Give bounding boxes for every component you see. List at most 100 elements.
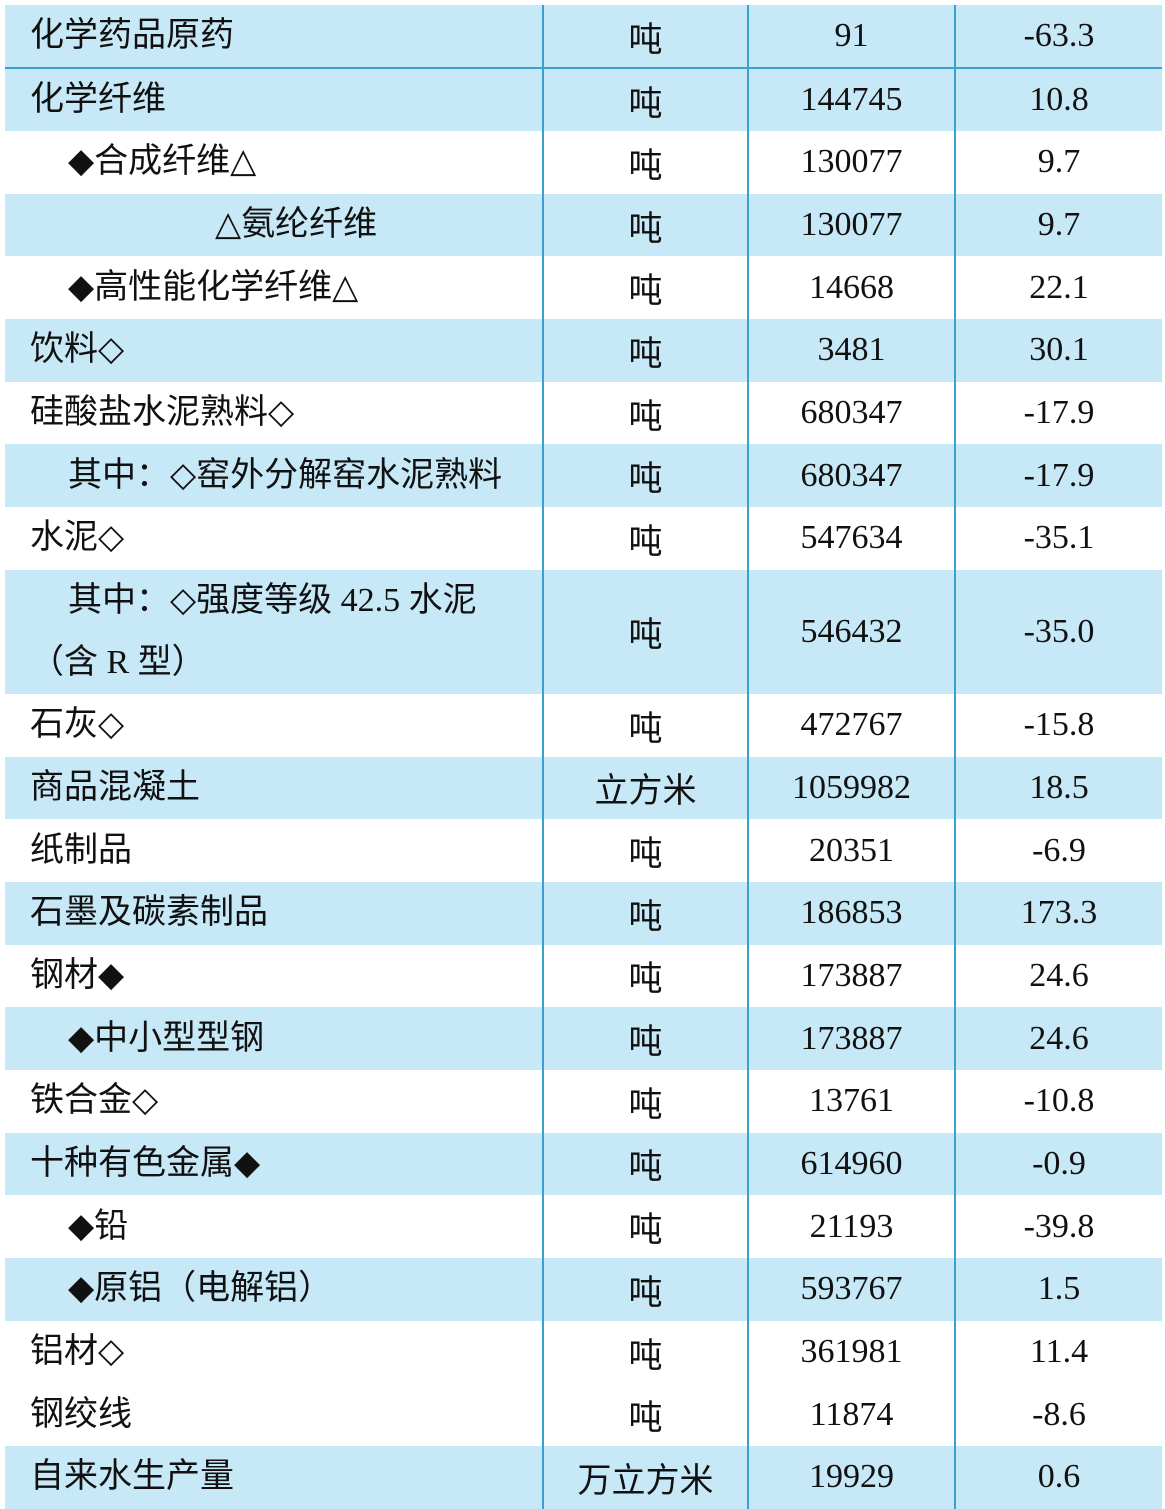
item-name: 纸制品 (30, 831, 132, 869)
unit: 吨 (542, 67, 748, 131)
output: 546432 (747, 569, 955, 694)
unit: 吨 (542, 693, 748, 757)
growth: -17.9 (954, 444, 1162, 508)
output: 21193 (747, 1195, 955, 1258)
item-name: ◆铅 (68, 1207, 129, 1245)
output: 130077 (747, 193, 955, 257)
output: 680347 (747, 381, 955, 445)
item-name: ◆中小型型钢 (5, 1007, 543, 1070)
unit: 吨 (542, 507, 748, 570)
growth: -6.9 (954, 819, 1162, 882)
output: 3481 (747, 319, 955, 382)
table-row: ◆原铝（电解铝）吨 593767 1.5 (5, 1258, 1162, 1321)
table-row: ◆铅 吨 21193 -39.8 (5, 1195, 1162, 1258)
growth: 24.6 (954, 1007, 1162, 1070)
growth: 173.3 (954, 881, 1162, 945)
growth: 11.4 (954, 1320, 1162, 1384)
item-name: 石灰◇ (30, 706, 125, 744)
item-name: ◆原铝（电解铝） (5, 1258, 543, 1321)
growth: -39.8 (954, 1195, 1162, 1258)
output: 680347 (747, 444, 955, 508)
table-row: 铝材◇ 吨 361981 11.4 (5, 1320, 1162, 1384)
table-row: ◆中小型型钢吨 173887 24.6 (5, 1007, 1162, 1070)
table-row: 硅酸盐水泥熟料◇ 吨 680347 -17.9 (5, 381, 1162, 445)
growth: 9.7 (954, 131, 1162, 194)
table-row: 十种有色金属◆ 吨 614960 -0.9 (5, 1132, 1162, 1196)
table-row: ◆合成纤维△ 吨 130077 9.7 (5, 131, 1162, 194)
item-name: 水泥◇ (30, 519, 125, 557)
item-name: ◆高性能化学纤维△ (68, 268, 359, 306)
growth: -35.0 (954, 569, 1162, 694)
item-name: 钢绞线 (30, 1395, 132, 1433)
unit: 吨 (542, 193, 748, 257)
output: 593767 (747, 1258, 955, 1321)
output: 1059982 (747, 756, 955, 820)
table-row: 纸制品 吨 20351 -6.9 (5, 819, 1162, 882)
growth: 0.6 (954, 1446, 1162, 1509)
growth: -35.1 (954, 507, 1162, 570)
item-name: 其中：◇窑外分解窑水泥熟料 (5, 444, 543, 508)
unit: 吨 (542, 1007, 748, 1070)
unit: 吨 (542, 1320, 748, 1384)
unit: 吨 (542, 1258, 748, 1321)
output: 11874 (747, 1383, 955, 1447)
growth: 30.1 (954, 319, 1162, 382)
item-name: 十种有色金属◆ (5, 1132, 543, 1196)
item-name: 化学纤维 (5, 67, 543, 131)
item-name: △氨纶纤维 (5, 193, 543, 257)
unit: 吨 (542, 881, 748, 945)
item-name: 商品混凝土 (5, 756, 543, 820)
table-row: 饮料◇ 吨 3481 30.1 (5, 319, 1162, 382)
unit: 吨 (542, 569, 748, 694)
output: 614960 (747, 1132, 955, 1196)
item-name: 化学药品原药 (5, 5, 543, 68)
output: 173887 (747, 944, 955, 1008)
unit: 吨 (542, 1132, 748, 1196)
unit: 万立方米 (542, 1446, 748, 1509)
output: 20351 (747, 819, 955, 882)
unit: 吨 (542, 381, 748, 445)
output: 361981 (747, 1320, 955, 1384)
growth: -17.9 (954, 381, 1162, 445)
growth: -8.6 (954, 1383, 1162, 1447)
item-name: 硅酸盐水泥熟料◇ (30, 394, 295, 432)
growth: 18.5 (954, 756, 1162, 820)
output: 91 (747, 5, 955, 68)
output: 547634 (747, 507, 955, 570)
growth: 24.6 (954, 944, 1162, 1008)
output: 14668 (747, 256, 955, 320)
unit: 吨 (542, 319, 748, 382)
item-name: 自来水生产量 (5, 1446, 543, 1509)
output: 19929 (747, 1446, 955, 1509)
output: 144745 (747, 67, 955, 131)
item-name: 石墨及碳素制品 (5, 881, 543, 945)
unit: 吨 (542, 1383, 748, 1447)
growth: 22.1 (954, 256, 1162, 320)
item-name: 饮料◇ (5, 319, 543, 382)
unit: 吨 (542, 5, 748, 68)
table-row: 钢材◆ 吨 173887 24.6 (5, 944, 1162, 1008)
table-row: 钢绞线 吨 11874 -8.6 (5, 1383, 1162, 1447)
unit: 吨 (542, 819, 748, 882)
table-row: 石墨及碳素制品吨 186853 173.3 (5, 881, 1162, 945)
growth: 1.5 (954, 1258, 1162, 1321)
output: 186853 (747, 881, 955, 945)
table-row: 化学药品原药吨 91 -63.3 (5, 5, 1162, 68)
unit: 吨 (542, 1069, 748, 1133)
item-name: ◆合成纤维△ (68, 143, 257, 181)
table-row: 水泥◇ 吨 547634 -35.1 (5, 507, 1162, 570)
growth: 9.7 (954, 193, 1162, 257)
unit: 吨 (542, 944, 748, 1008)
output: 173887 (747, 1007, 955, 1070)
unit: 吨 (542, 256, 748, 320)
output: 13761 (747, 1069, 955, 1133)
unit: 吨 (542, 444, 748, 508)
growth: 10.8 (954, 67, 1162, 131)
table-row: △氨纶纤维吨 130077 9.7 (5, 193, 1162, 257)
item-name: 钢材◆ (30, 956, 125, 994)
unit: 立方米 (542, 756, 748, 820)
table-row: 铁合金◇ 吨 13761 -10.8 (5, 1069, 1162, 1133)
unit: 吨 (542, 131, 748, 194)
growth: -0.9 (954, 1132, 1162, 1196)
